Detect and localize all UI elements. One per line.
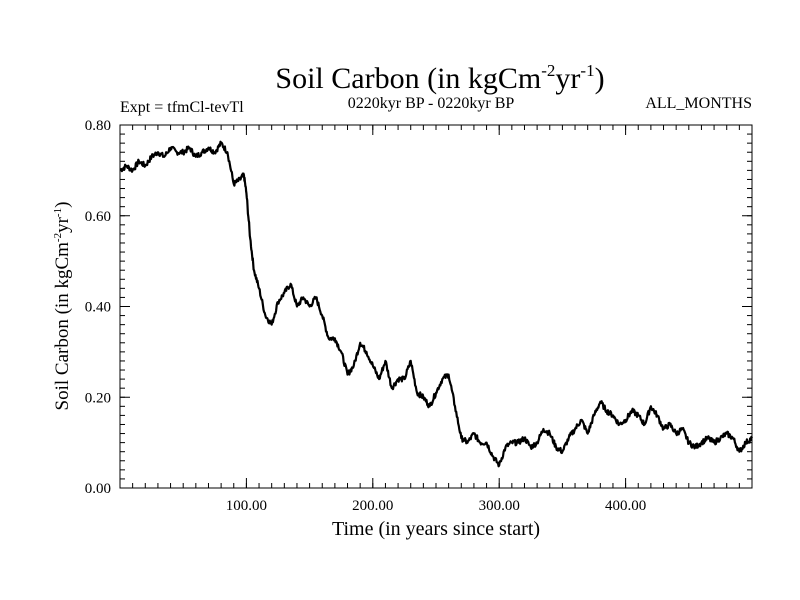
experiment-label: Expt = tfmCl-tevTl: [120, 99, 244, 116]
chart-title-sup1: -2: [541, 61, 555, 80]
x-tick-label: 300.00: [479, 498, 520, 514]
x-axis-label: Time (in years since start): [332, 518, 540, 540]
x-tick-label: 100.00: [226, 498, 267, 514]
x-axis-ticks: 100.00 200.00 300.00 400.00: [226, 125, 646, 514]
y-tick-label: 0.60: [85, 209, 111, 225]
period-label: 0220kyr BP - 0220kyr BP: [348, 95, 515, 112]
x-tick-label: 400.00: [605, 498, 646, 514]
series-line: [119, 140, 753, 468]
chart-title-sup2: -1: [580, 61, 594, 80]
x-tick-label: 200.00: [352, 498, 393, 514]
y-axis-label-sup2: -1: [52, 208, 64, 217]
y-axis-label-mid: yr: [52, 216, 73, 233]
minor-ticks: [120, 125, 752, 488]
chart-title-mid: yr: [555, 62, 580, 95]
y-axis-ticks: 0.00 0.20 0.40 0.60 0.80: [85, 118, 752, 497]
y-axis-label-main: Soil Carbon (in kgCm: [52, 242, 73, 411]
plot-frame: [119, 124, 753, 489]
chart-title: Soil Carbon (in kgCm-2yr-1): [275, 61, 604, 95]
chart-title-main: Soil Carbon (in kgCm: [275, 62, 541, 95]
chart-title-close: ): [595, 62, 605, 95]
y-tick-label: 0.80: [85, 118, 111, 134]
y-axis-label: Soil Carbon (in kgCm-2yr-1): [52, 202, 73, 411]
y-tick-label: 0.00: [85, 481, 111, 497]
y-tick-label: 0.40: [85, 300, 111, 316]
y-axis-label-sup1: -2: [52, 233, 64, 242]
months-label: ALL_MONTHS: [645, 95, 752, 112]
y-axis-label-close: ): [52, 202, 73, 208]
y-tick-label: 0.20: [85, 390, 111, 406]
